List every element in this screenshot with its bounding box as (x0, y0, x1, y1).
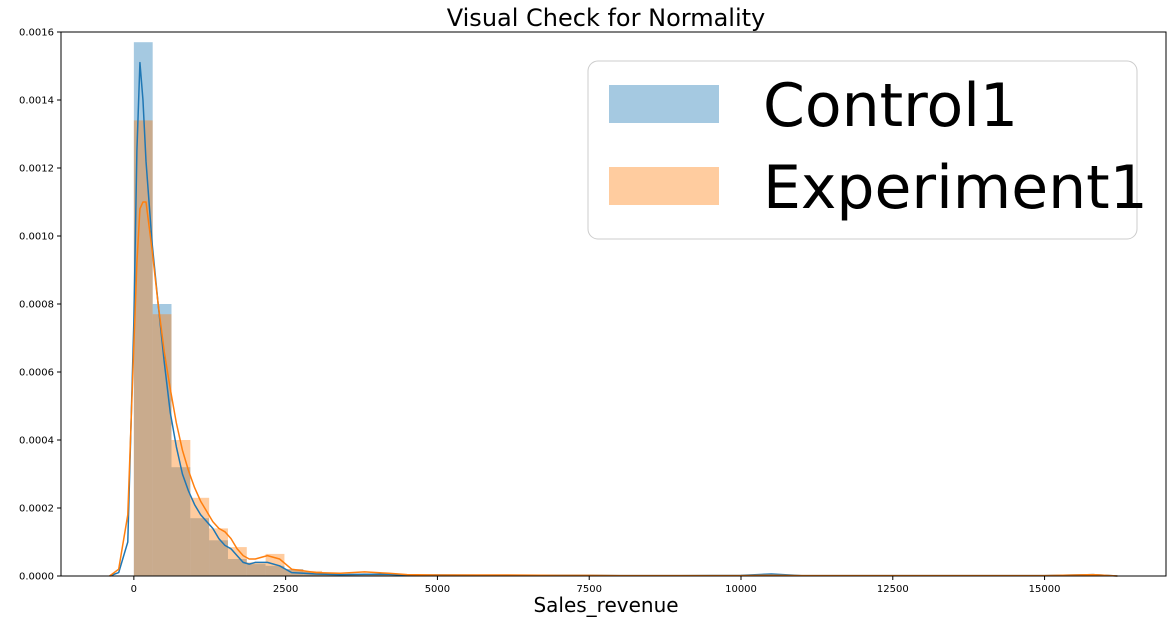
x-tick-label: 15000 (1029, 584, 1061, 595)
legend-swatch-control1 (609, 85, 719, 123)
y-tick-label: 0.0010 (19, 232, 54, 243)
x-tick-label: 7500 (576, 584, 601, 595)
y-tick-label: 0.0006 (19, 368, 54, 379)
histogram-bar (152, 314, 172, 576)
x-tick-label: 5000 (425, 584, 450, 595)
histogram-bar (209, 540, 228, 576)
x-axis-label: Sales_revenue (533, 593, 678, 617)
y-tick-label: 0.0012 (19, 164, 54, 175)
chart-title: Visual Check for Normality (447, 4, 765, 32)
histogram-bar (227, 559, 247, 576)
legend: Control1 Experiment1 (587, 60, 1148, 240)
legend-label-control1: Control1 (763, 71, 1018, 141)
histogram-bar (359, 574, 379, 576)
histogram-bar (265, 565, 285, 576)
y-tick-label: 0.0002 (19, 504, 54, 515)
histogram-bar (171, 440, 191, 576)
histogram-bar (171, 467, 191, 576)
plot-area: 0 2500 5000 7500 10000 12500 15000 0.0000 0.0002… (19, 28, 1167, 595)
y-tick-label: 0.0016 (19, 28, 54, 39)
x-tick-label: 12500 (877, 584, 909, 595)
y-tick-label: 0.0008 (19, 300, 54, 311)
legend-box (587, 60, 1138, 240)
x-tick-label: 0 (131, 584, 137, 595)
histogram-bar (359, 574, 379, 576)
histogram-bar (133, 42, 153, 576)
histogram-bar (209, 528, 228, 576)
histogram-bar (227, 547, 247, 576)
histogram-bar (246, 562, 266, 576)
y-tick-label: 0.0000 (19, 572, 54, 583)
histogram-bar (246, 564, 266, 576)
histogram-bar (378, 574, 398, 576)
y-tick-label: 0.0014 (19, 96, 54, 107)
legend-label-experiment1: Experiment1 (763, 153, 1148, 223)
histogram-bar (190, 518, 210, 576)
legend-swatch-experiment1 (609, 167, 719, 205)
y-tick-label: 0.0004 (19, 436, 54, 447)
x-tick-label: 10000 (725, 584, 757, 595)
x-tick-label: 2500 (273, 584, 298, 595)
histogram-bar (190, 497, 210, 576)
